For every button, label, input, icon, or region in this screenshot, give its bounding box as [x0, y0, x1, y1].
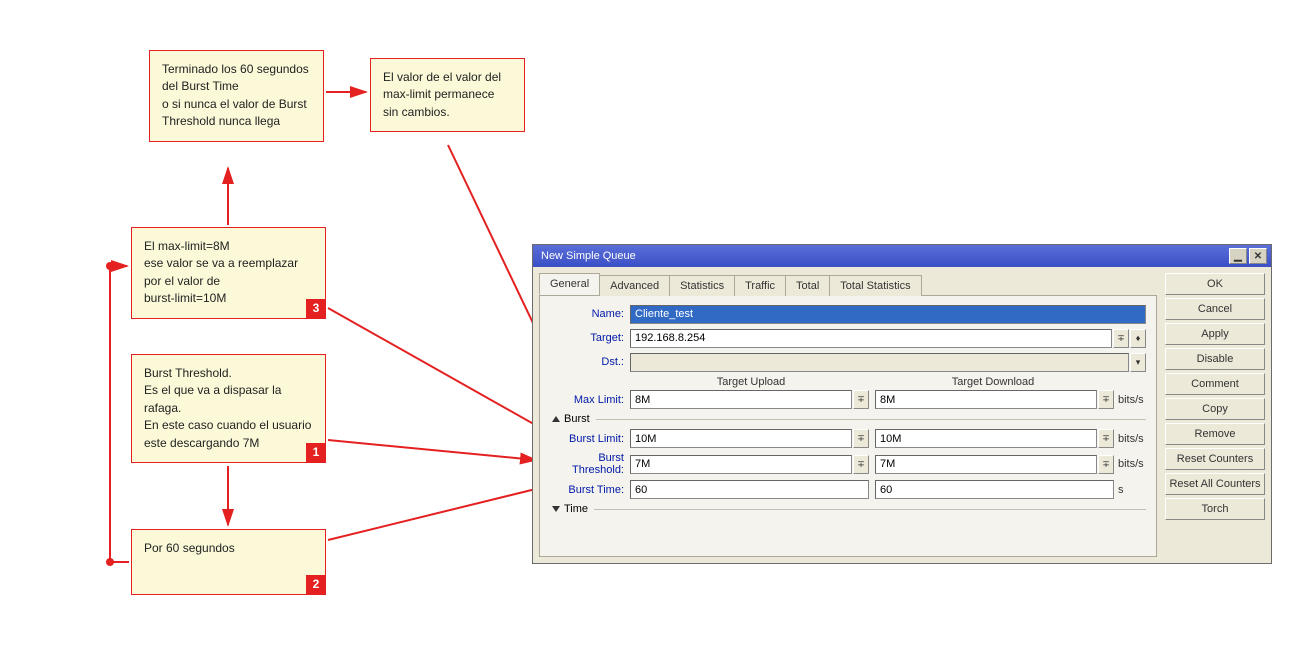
name-label: Name:: [550, 308, 630, 320]
target-label: Target:: [550, 332, 630, 344]
anno-box-result: El valor de el valor del max-limit perma…: [370, 58, 525, 132]
main-column: General Advanced Statistics Traffic Tota…: [539, 273, 1157, 557]
buttons-column: OK Cancel Apply Disable Comment Copy Rem…: [1165, 273, 1265, 557]
upload-header: Target Upload: [630, 376, 872, 388]
row-bursttime: Burst Time: s: [550, 480, 1146, 499]
form-area: Name: Target: ∓ ♦ Dst.: ▾ Target Upload: [539, 296, 1157, 557]
tab-total[interactable]: Total: [785, 275, 830, 296]
dst-input[interactable]: [630, 353, 1129, 372]
dropdown-icon[interactable]: ∓: [853, 455, 869, 474]
unit-label: s: [1114, 484, 1146, 496]
dropdown-icon[interactable]: ∓: [853, 390, 869, 409]
target-dropdown-icon[interactable]: ∓: [1113, 329, 1129, 348]
reset-all-counters-button[interactable]: Reset All Counters: [1165, 473, 1265, 495]
unit-label: bits/s: [1114, 433, 1146, 445]
bursttime-label: Burst Time:: [550, 484, 630, 496]
dropdown-icon[interactable]: ∓: [1098, 429, 1114, 448]
apply-button[interactable]: Apply: [1165, 323, 1265, 345]
section-time[interactable]: Time: [550, 503, 1146, 515]
target-input[interactable]: [630, 329, 1112, 348]
row-target: Target: ∓ ♦: [550, 328, 1146, 348]
collapse-down-icon: [552, 506, 560, 512]
reset-counters-button[interactable]: Reset Counters: [1165, 448, 1265, 470]
anno-badge: 3: [306, 299, 326, 319]
anno-text: El valor de el valor del max-limit perma…: [383, 70, 501, 119]
window-body: General Advanced Statistics Traffic Tota…: [533, 267, 1271, 563]
dropdown-icon[interactable]: ∓: [1098, 390, 1114, 409]
tab-statistics[interactable]: Statistics: [669, 275, 735, 296]
anno-box-time: Por 60 segundos 2: [131, 529, 326, 595]
unit-label: bits/s: [1114, 394, 1146, 406]
comment-button[interactable]: Comment: [1165, 373, 1265, 395]
anno-text: El max-limit=8Mese valor se va a reempla…: [144, 239, 298, 305]
name-input[interactable]: [630, 305, 1146, 324]
anno-badge: 2: [306, 575, 326, 595]
section-burst[interactable]: Burst: [550, 413, 1146, 425]
titlebar[interactable]: New Simple Queue ▁ ✕: [533, 245, 1271, 267]
row-maxlimit: Max Limit: ∓ ∓ bits/s: [550, 390, 1146, 409]
torch-button[interactable]: Torch: [1165, 498, 1265, 520]
close-button[interactable]: ✕: [1249, 248, 1267, 264]
anno-box-top: Terminado los 60 segundos del Burst Time…: [149, 50, 324, 142]
remove-button[interactable]: Remove: [1165, 423, 1265, 445]
anno-text: Por 60 segundos: [144, 541, 235, 555]
window-title: New Simple Queue: [541, 250, 636, 262]
burstthresh-download-input[interactable]: [875, 455, 1097, 474]
tab-general[interactable]: General: [539, 273, 600, 295]
download-header: Target Download: [872, 376, 1114, 388]
maxlimit-label: Max Limit:: [550, 394, 630, 406]
anno-text: Terminado los 60 segundos del Burst Time…: [162, 62, 309, 128]
row-burstthresh: Burst Threshold: ∓ ∓ bits/s: [550, 452, 1146, 476]
target-updown-icon[interactable]: ♦: [1130, 329, 1146, 348]
maxlimit-upload-input[interactable]: [630, 390, 852, 409]
canvas: { "colors": { "annotation_bg": "#fbf9d8"…: [0, 0, 1290, 650]
maxlimit-download-input[interactable]: [875, 390, 1097, 409]
anno-box-threshold: Burst Threshold.Es el que va a dispasar …: [131, 354, 326, 463]
copy-button[interactable]: Copy: [1165, 398, 1265, 420]
burstlimit-upload-input[interactable]: [630, 429, 852, 448]
collapse-up-icon: [552, 416, 560, 422]
burstthresh-upload-input[interactable]: [630, 455, 852, 474]
burstthresh-label: Burst Threshold:: [550, 452, 630, 476]
disable-button[interactable]: Disable: [1165, 348, 1265, 370]
minimize-button[interactable]: ▁: [1229, 248, 1247, 264]
headers-row: Target Upload Target Download: [550, 376, 1146, 388]
ok-button[interactable]: OK: [1165, 273, 1265, 295]
bursttime-download-input[interactable]: [875, 480, 1114, 499]
burstlimit-label: Burst Limit:: [550, 433, 630, 445]
section-label: Burst: [564, 413, 590, 425]
anno-text: Burst Threshold.Es el que va a dispasar …: [144, 366, 311, 450]
row-burstlimit: Burst Limit: ∓ ∓ bits/s: [550, 429, 1146, 448]
dst-dropdown-icon[interactable]: ▾: [1130, 353, 1146, 372]
dropdown-icon[interactable]: ∓: [1098, 455, 1114, 474]
anno-box-maxlimit: El max-limit=8Mese valor se va a reempla…: [131, 227, 326, 319]
cancel-button[interactable]: Cancel: [1165, 298, 1265, 320]
tab-traffic[interactable]: Traffic: [734, 275, 786, 296]
tab-total-statistics[interactable]: Total Statistics: [829, 275, 921, 296]
bursttime-upload-input[interactable]: [630, 480, 869, 499]
anno-badge: 1: [306, 443, 326, 463]
section-label: Time: [564, 503, 588, 515]
tabs: General Advanced Statistics Traffic Tota…: [539, 273, 1157, 296]
burstlimit-download-input[interactable]: [875, 429, 1097, 448]
tab-advanced[interactable]: Advanced: [599, 275, 670, 296]
row-name: Name:: [550, 304, 1146, 324]
dialog-new-simple-queue: New Simple Queue ▁ ✕ General Advanced St…: [532, 244, 1272, 564]
dropdown-icon[interactable]: ∓: [853, 429, 869, 448]
row-dst: Dst.: ▾: [550, 352, 1146, 372]
dst-label: Dst.:: [550, 356, 630, 368]
unit-label: bits/s: [1114, 458, 1146, 470]
